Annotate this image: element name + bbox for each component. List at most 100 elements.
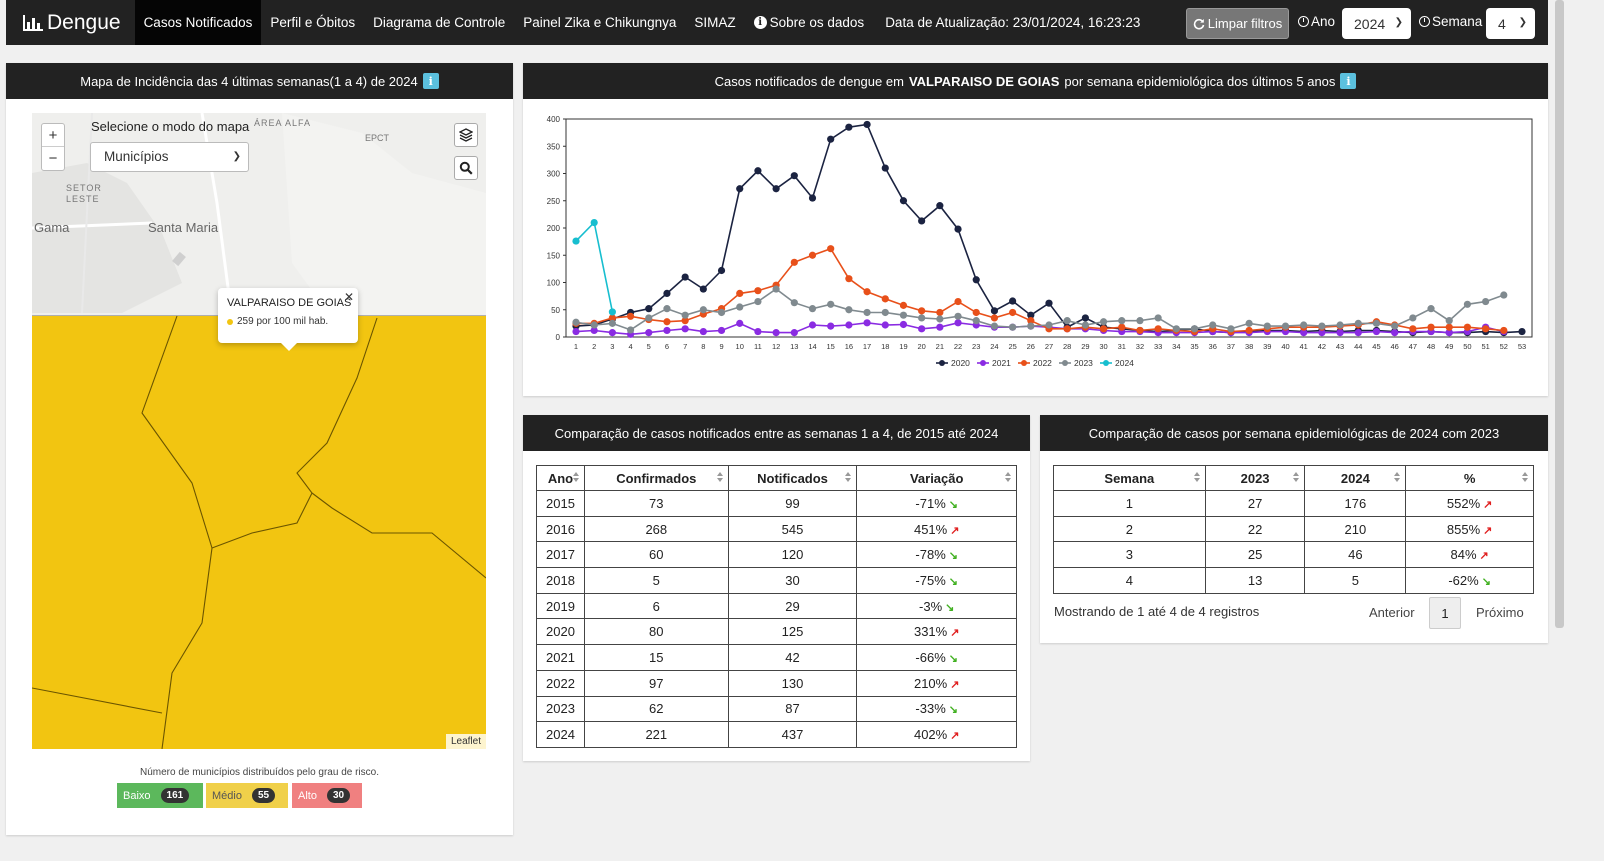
data-point-2023	[1009, 323, 1017, 331]
next-page-button[interactable]: Próximo	[1476, 605, 1524, 620]
data-point-2021	[1300, 329, 1308, 337]
table-row: 2019 6 29 -3% ↘	[536, 592, 1017, 620]
data-point-2021	[772, 329, 780, 337]
table-cell: 60	[583, 541, 729, 569]
nav-sobre-label: Sobre os dados	[769, 15, 865, 30]
y-tick-label: 200	[547, 224, 561, 233]
x-tick-label: 11	[754, 342, 762, 351]
info-icon[interactable]: i	[1340, 73, 1357, 89]
table-cell: 2020	[536, 618, 585, 646]
data-point-2022	[1009, 308, 1017, 317]
data-point-2020	[790, 172, 798, 180]
nav-simaz[interactable]: SIMAZ	[694, 15, 736, 30]
arrow-down-icon: ↘	[948, 498, 958, 511]
layers-icon	[459, 128, 473, 142]
nav-diagrama-controle[interactable]: Diagrama de Controle	[373, 15, 506, 30]
x-tick-label: 51	[1481, 342, 1489, 351]
table-cell: -62% ↘	[1405, 567, 1534, 594]
data-point-2020	[990, 307, 999, 315]
data-point-2021	[699, 327, 707, 336]
leaflet-attribution[interactable]: Leaflet	[445, 734, 486, 749]
map-search-button[interactable]	[454, 156, 478, 180]
popup-title: VALPARAISO DE GOIAS	[227, 297, 352, 309]
info-icon[interactable]: i	[422, 73, 439, 89]
table-cell: 268	[583, 515, 729, 543]
zoom-out-button[interactable]: −	[48, 150, 58, 167]
cell-value: 27	[1247, 495, 1263, 511]
data-point-2023	[881, 308, 889, 317]
nav-painel-zika[interactable]: Painel Zika e Chikungnya	[523, 15, 677, 30]
close-icon[interactable]: ✕	[343, 290, 354, 304]
clear-filters-button[interactable]: Limpar filtros	[1186, 8, 1289, 39]
cell-value: 3	[1125, 547, 1133, 563]
page-scrollbar[interactable]	[1555, 0, 1564, 628]
x-tick-label: 7	[683, 342, 687, 351]
prev-page-button[interactable]: Anterior	[1369, 605, 1415, 620]
zoom-in-button[interactable]: +	[42, 124, 64, 147]
risk-medio: Médio 55	[206, 783, 288, 808]
x-tick-label: 24	[990, 342, 998, 351]
cell-value: -33%	[915, 701, 946, 717]
data-point-2021	[681, 325, 689, 333]
col-header-label: Ano	[547, 470, 574, 486]
data-point-2023	[1391, 322, 1399, 330]
table-row: 2015 73 99 -71% ↘	[536, 490, 1017, 517]
week-panel: Comparação de casos por semana epidemiol…	[1040, 415, 1548, 643]
col-header-notificados[interactable]: Notificados	[727, 465, 858, 491]
nav-casos-notificados[interactable]: Casos Notificados	[134, 0, 262, 45]
cell-value: 2020	[546, 624, 575, 640]
col-header-2024[interactable]: 2024	[1304, 465, 1407, 491]
col-header-variacao[interactable]: Variação	[856, 465, 1017, 491]
table-cell: 331% ↗	[856, 618, 1017, 646]
table-row: 2020 80 125 331% ↗	[536, 618, 1017, 646]
table-cell: 84% ↗	[1405, 541, 1534, 569]
legend-label: 2020	[951, 358, 970, 368]
cell-value: 13	[1247, 572, 1263, 588]
sort-icon	[845, 472, 852, 484]
x-tick-label: 47	[1409, 342, 1417, 351]
table-cell: -66% ↘	[856, 644, 1017, 671]
y-tick-label: 250	[547, 197, 561, 206]
x-tick-label: 19	[899, 342, 907, 351]
incidence-map[interactable]: + − Selecione o modo do mapa Municípios …	[32, 113, 486, 749]
data-point-2023	[863, 308, 871, 317]
data-point-2021	[881, 321, 889, 329]
table-row: 2016 268 545 451% ↗	[536, 515, 1017, 543]
col-header-label: Semana	[1104, 470, 1155, 486]
nav-sobre-dados[interactable]: i Sobre os dados	[745, 0, 874, 45]
table-cell: 2016	[536, 515, 585, 543]
arrow-up-icon: ↗	[950, 627, 960, 640]
year-select[interactable]: 2024 ❯	[1342, 8, 1411, 39]
table-cell: 80	[583, 618, 729, 646]
popup-value-text: 259 por 100 mil hab.	[237, 316, 329, 327]
col-header-semana[interactable]: Semana	[1053, 465, 1206, 491]
col-header-label: Notificados	[757, 470, 828, 486]
table-cell: 5	[1304, 567, 1407, 594]
arrow-up-icon: ↗	[1483, 498, 1493, 511]
data-point-2020	[863, 120, 871, 129]
map-mode-select[interactable]: Municípios ❯	[90, 142, 249, 172]
map-panel-header: Mapa de Incidência das 4 últimas semanas…	[6, 63, 513, 99]
col-header-confirmados[interactable]: Confirmados	[583, 465, 729, 491]
sort-icon	[572, 472, 580, 484]
page-1-button[interactable]: 1	[1429, 597, 1461, 629]
data-point-2021	[1372, 327, 1381, 336]
data-point-2021	[608, 329, 616, 337]
col-header-label: Variação	[909, 470, 964, 486]
col-header-2023[interactable]: 2023	[1204, 465, 1306, 491]
risk-label: Alto	[298, 789, 317, 802]
legend-marker-2021	[980, 360, 986, 366]
week-select[interactable]: 4 ❯	[1486, 8, 1535, 39]
legend-marker-2022	[1021, 360, 1027, 366]
layers-button[interactable]	[454, 123, 478, 147]
table-cell: 2022	[536, 669, 585, 697]
popup-value: 259 por 100 mil hab.	[227, 316, 328, 327]
legend-marker-2023	[1062, 360, 1068, 366]
col-header-ano[interactable]: Ano	[536, 465, 585, 491]
data-point-2023	[572, 318, 580, 326]
risk-legend-caption: Número de municípios distribuídos pelo g…	[139, 767, 379, 778]
nav-perfil-obitos[interactable]: Perfil e Óbitos	[270, 15, 356, 30]
y-tick-label: 50	[551, 306, 560, 315]
brand[interactable]: Dengue	[6, 0, 135, 45]
col-header-percent[interactable]: %	[1405, 465, 1534, 491]
